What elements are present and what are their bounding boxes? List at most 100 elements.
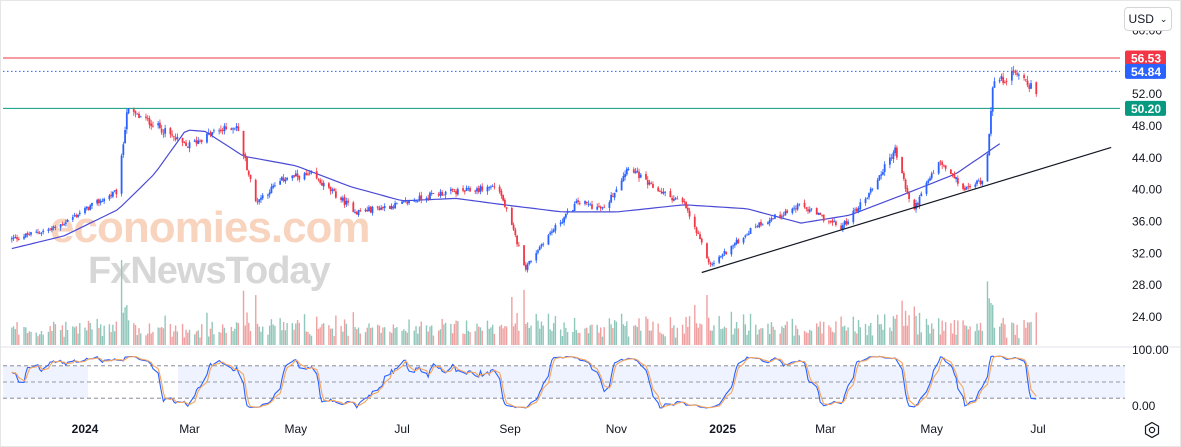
candle: [725, 251, 728, 255]
candle: [758, 222, 761, 229]
candle: [291, 175, 294, 181]
candle: [171, 130, 174, 138]
candle: [246, 156, 248, 171]
volume-bar: [230, 326, 233, 345]
candle: [237, 123, 240, 132]
candle: [620, 178, 623, 191]
volume-bar: [1025, 327, 1027, 345]
volume-bar: [110, 332, 112, 345]
volume-bar: [329, 328, 332, 345]
candle: [364, 208, 367, 213]
candle: [542, 242, 545, 247]
candle: [831, 218, 834, 226]
candle: [139, 115, 142, 118]
candle: [693, 214, 696, 230]
volume-bar: [537, 320, 539, 345]
volume-bar: [798, 335, 801, 345]
candle: [810, 208, 813, 212]
candle: [845, 218, 848, 227]
volume-bar: [444, 322, 447, 345]
candle: [355, 210, 358, 215]
candle: [394, 200, 397, 210]
candle: [498, 184, 501, 194]
candle: [962, 182, 964, 191]
volume-bar: [845, 330, 848, 345]
candle: [981, 180, 984, 187]
volume-bar: [746, 334, 748, 345]
volume-bar: [342, 331, 344, 345]
price-tick-label: 32.00: [1132, 246, 1162, 260]
candle: [949, 168, 952, 175]
candle: [307, 171, 309, 176]
volume-bar: [174, 325, 177, 345]
candle: [195, 136, 198, 147]
volume-bar: [918, 312, 921, 345]
candle: [491, 184, 494, 187]
candle: [706, 242, 708, 259]
candle: [502, 194, 505, 202]
volume-bar: [871, 335, 874, 345]
gear-icon[interactable]: [1143, 421, 1161, 439]
candle: [462, 185, 464, 193]
candle: [146, 115, 149, 122]
volume-bar: [343, 319, 346, 345]
volume-bar: [652, 321, 654, 345]
candle: [585, 201, 588, 206]
volume-bar: [389, 331, 391, 345]
volume-bar: [439, 329, 442, 345]
candle: [566, 208, 569, 215]
volume-bar: [974, 331, 976, 345]
candle: [526, 262, 529, 273]
time-tick-label: Sep: [499, 422, 521, 436]
volume-bar: [1023, 320, 1025, 345]
candle: [868, 192, 870, 200]
volume-bar: [319, 327, 321, 345]
volume-bar: [835, 321, 837, 345]
volume-bar: [354, 327, 356, 345]
volume-bar: [357, 327, 360, 345]
volume-bar: [211, 321, 213, 345]
volume-bar: [795, 325, 797, 345]
candle: [835, 220, 837, 227]
volume-bar: [694, 304, 696, 345]
volume-bar: [18, 334, 20, 345]
trendline-group[interactable]: [701, 146, 1112, 274]
volume-bar: [406, 332, 409, 345]
candle: [232, 127, 234, 134]
volume-bar: [462, 333, 464, 345]
volume-bar: [207, 336, 210, 345]
candle: [71, 214, 74, 223]
volume-bar: [206, 312, 208, 345]
volume-bar: [1004, 324, 1006, 345]
volume-bar: [1016, 324, 1018, 345]
candle: [1028, 83, 1031, 93]
candle: [463, 190, 466, 195]
candle: [254, 178, 257, 203]
currency-selector[interactable]: USD ⌄: [1124, 7, 1172, 31]
volume-bar: [723, 326, 726, 345]
volume-bar: [295, 323, 297, 345]
volume-bar: [713, 325, 715, 345]
volume-bar: [1018, 338, 1020, 345]
candle: [152, 121, 154, 128]
candle: [322, 180, 325, 191]
volume-bar: [164, 315, 166, 345]
time-tick-label: Jul: [1030, 422, 1045, 436]
volume-bar: [681, 324, 684, 345]
candle: [549, 230, 552, 236]
candle: [711, 261, 714, 267]
candle: [87, 206, 90, 211]
volume-bar: [840, 316, 842, 345]
candle: [611, 192, 614, 198]
candle: [77, 214, 79, 219]
volume-bar: [305, 331, 307, 345]
candle: [52, 225, 55, 231]
candle: [782, 211, 785, 218]
candle: [451, 188, 454, 193]
candle: [317, 178, 320, 182]
volume-bar: [380, 332, 382, 345]
candle: [742, 237, 745, 245]
volume-bar: [657, 323, 659, 345]
candle: [634, 168, 637, 174]
